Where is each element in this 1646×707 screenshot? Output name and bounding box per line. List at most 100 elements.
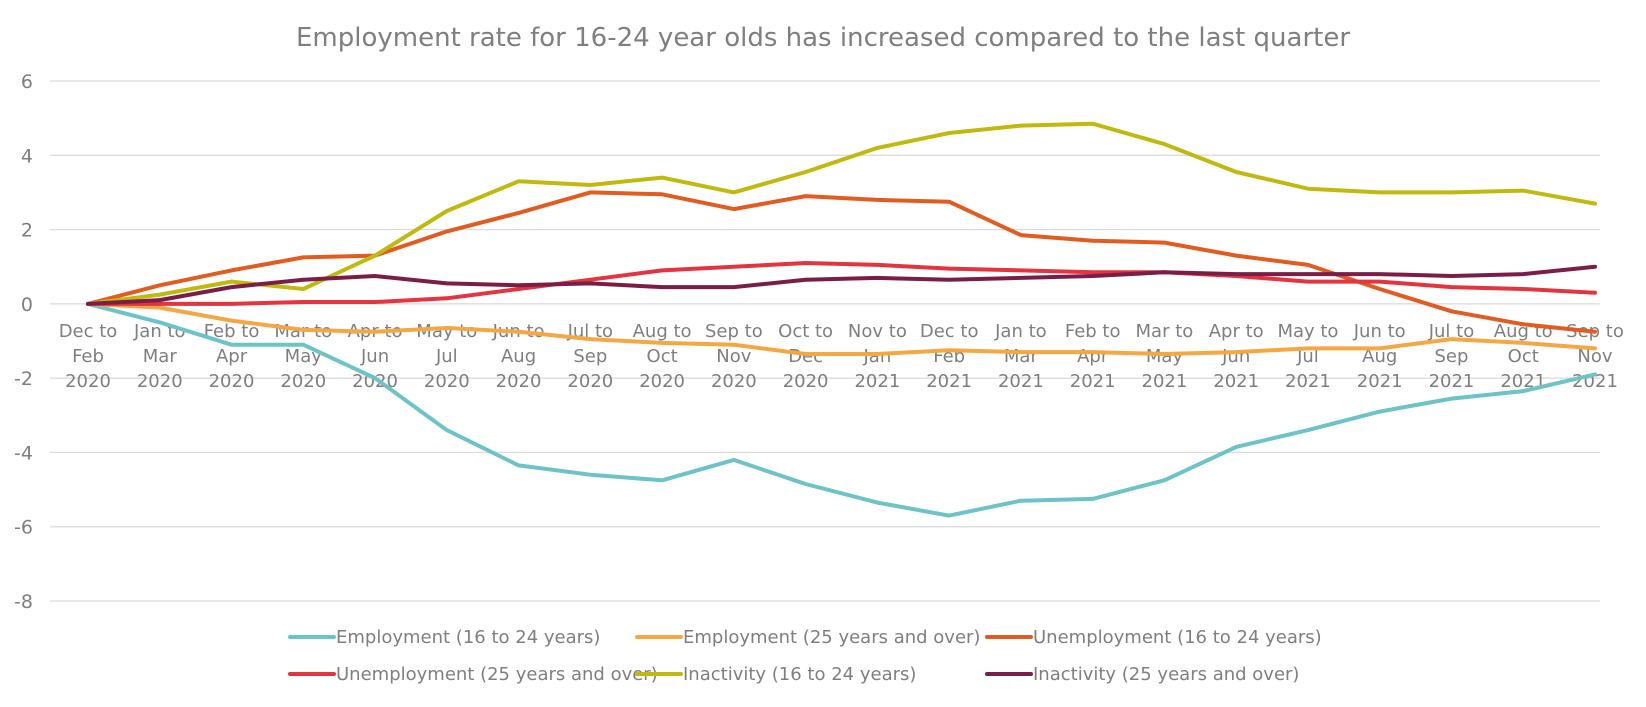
x-tick-label: Oct to Dec 2020 — [778, 321, 833, 392]
x-tick-label-line: 2020 — [137, 371, 183, 392]
x-tick-label: Jan to Mar 2020 — [133, 321, 186, 392]
y-tick-label: -8 — [14, 591, 33, 613]
x-tick-label-line: 2021 — [854, 371, 900, 392]
y-tick-label: -2 — [14, 368, 33, 390]
legend-item: Unemployment (16 to 24 years) — [985, 627, 1322, 648]
x-tick-label-line: Mar — [1004, 346, 1039, 367]
x-tick-label-line: 2020 — [496, 371, 542, 392]
x-tick-label: Feb to Apr 2021 — [1065, 321, 1121, 392]
x-tick-label: Aug to Oct 2020 — [633, 321, 692, 392]
x-tick-label-line: Jan to — [994, 321, 1047, 342]
legend-label: Inactivity (16 to 24 years) — [683, 664, 916, 685]
x-tick-label-line: Feb — [72, 346, 104, 367]
x-tick-label-line: 2020 — [567, 371, 613, 392]
x-tick-label-line: Jun — [1221, 346, 1250, 367]
series-line-6 — [86, 264, 1597, 306]
x-tick-label-line: Jul to — [1428, 321, 1475, 342]
x-tick-label: May to Jul 2021 — [1277, 321, 1338, 392]
x-tick-label-line: 2020 — [209, 371, 255, 392]
legend-label: Inactivity (25 years and over) — [1033, 664, 1299, 685]
x-tick-label-line: 2021 — [1285, 371, 1331, 392]
x-tick-label: May to Jul 2020 — [416, 321, 477, 392]
x-tick-label-line: 2020 — [424, 371, 470, 392]
series-line-3 — [86, 190, 1597, 334]
y-tick-label: 6 — [21, 71, 33, 93]
x-tick-label-line: Jul — [1296, 346, 1319, 367]
x-tick-label-line: Sep to — [705, 321, 763, 342]
y-tick-label: 2 — [21, 220, 33, 242]
x-tick-label: Jul to Sep 2020 — [567, 321, 614, 392]
x-tick-label-line: Apr to — [1209, 321, 1264, 342]
legend-item: Inactivity (25 years and over) — [985, 664, 1299, 685]
x-tick-label-line: Jul — [435, 346, 458, 367]
x-tick-label-line: Feb to — [204, 321, 260, 342]
x-tick-label-line: Jan — [863, 346, 892, 367]
x-tick-label: Mar to May 2021 — [1136, 321, 1194, 392]
x-tick-label: Aug to Oct 2021 — [1494, 321, 1553, 392]
x-tick-label-line: 2021 — [998, 371, 1044, 392]
x-tick-label-line: 2021 — [1357, 371, 1403, 392]
x-tick-label: Dec to Feb 2021 — [920, 321, 979, 392]
x-tick-label-line: Oct — [1508, 346, 1539, 367]
legend-item: Unemployment (25 years and over) — [288, 664, 658, 685]
x-tick-label-line: 2020 — [280, 371, 326, 392]
x-tick-label-line: Aug to — [633, 321, 692, 342]
x-tick-label: Apr to Jun 2021 — [1209, 321, 1264, 392]
x-tick-label-line: Sep — [573, 346, 607, 367]
series-line-4 — [86, 261, 1597, 306]
x-tick-label-line: Mar — [143, 346, 178, 367]
x-tick-label: Jun to Aug 2021 — [1353, 321, 1406, 392]
series-line-1 — [86, 301, 1597, 518]
legend-label: Employment (25 years and over) — [683, 627, 980, 648]
x-tick-label-line: 2021 — [1213, 371, 1259, 392]
x-tick-label: Jul to Sep 2021 — [1428, 321, 1475, 392]
x-tick-label-line: Apr — [1077, 346, 1109, 367]
x-tick-label-line: 2021 — [1429, 371, 1475, 392]
x-tick-label-line: Oct to — [778, 321, 833, 342]
x-tick-label: Feb to Apr 2020 — [204, 321, 260, 392]
series-line-5 — [86, 121, 1597, 306]
legend-item: Employment (16 to 24 years) — [288, 627, 600, 648]
series-line-2 — [86, 301, 1597, 356]
x-tick-label-line: May — [1146, 346, 1184, 367]
x-tick-label-line: Aug — [1362, 346, 1397, 367]
x-tick-label: Nov to Jan 2021 — [848, 321, 907, 392]
x-tick-label-line: 2021 — [926, 371, 972, 392]
x-tick-label-line: Nov to — [848, 321, 907, 342]
x-tick-label: Jan to Mar 2021 — [994, 321, 1047, 392]
x-tick-label-line: Mar to — [1136, 321, 1194, 342]
y-tick-label: 0 — [21, 294, 33, 316]
x-tick-label-line: Dec to — [59, 321, 118, 342]
x-tick-label-line: Nov — [716, 346, 751, 367]
x-tick-label-line: May to — [1277, 321, 1338, 342]
x-tick-label-line: May to — [416, 321, 477, 342]
x-tick-label-line: Oct — [647, 346, 678, 367]
legend-label: Unemployment (25 years and over) — [336, 664, 658, 685]
x-tick-label-line: Aug — [501, 346, 536, 367]
x-tick-label: Dec to Feb 2020 — [59, 321, 118, 392]
x-tick-label-line: Jun — [360, 346, 389, 367]
y-tick-label: -6 — [14, 517, 33, 539]
series-lines — [86, 121, 1597, 518]
y-tick-label: 4 — [21, 145, 33, 167]
x-tick-label-line: Feb to — [1065, 321, 1121, 342]
chart-title: Employment rate for 16-24 year olds has … — [296, 23, 1350, 53]
y-tick-label: -4 — [14, 442, 33, 464]
x-tick-label-line: Dec to — [920, 321, 979, 342]
x-tick-label-line: 2020 — [783, 371, 829, 392]
x-tick-label-line: 2020 — [65, 371, 111, 392]
legend-label: Employment (16 to 24 years) — [336, 627, 600, 648]
legend-item: Inactivity (16 to 24 years) — [635, 664, 916, 685]
x-tick-label-line: 2020 — [711, 371, 757, 392]
legend-item: Employment (25 years and over) — [635, 627, 980, 648]
x-tick-label-line: 2021 — [1070, 371, 1116, 392]
x-tick-label-line: Nov — [1577, 346, 1612, 367]
legend-label: Unemployment (16 to 24 years) — [1033, 627, 1322, 648]
legend: Employment (16 to 24 years) Employment (2… — [288, 627, 1322, 685]
x-tick-label: Sep to Nov 2020 — [705, 321, 763, 392]
x-tick-label-line: Sep — [1435, 346, 1469, 367]
y-axis-tick-labels: 6 4 2 0 -2 -4 -6 -8 — [14, 71, 33, 613]
x-tick-label-line: Apr — [216, 346, 248, 367]
